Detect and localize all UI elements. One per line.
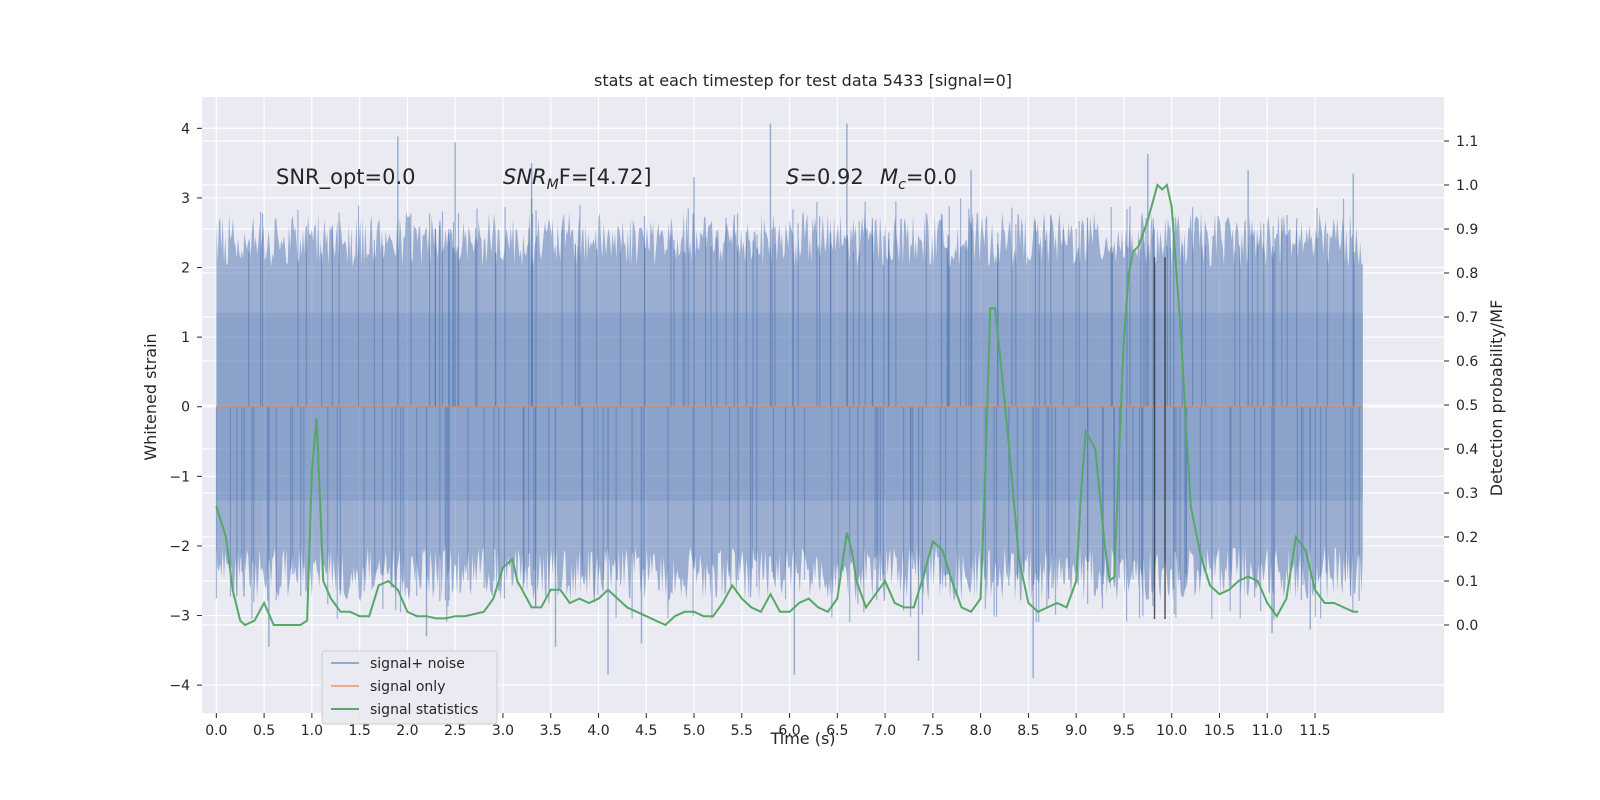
x-tick-label: 1.5 (349, 723, 371, 739)
legend-label-signal-noise: signal+ noise (370, 656, 465, 672)
y-axis-left-label: Whitened strain (141, 333, 160, 460)
y-right-tick-label: 0.9 (1456, 222, 1478, 238)
x-tick-label: 5.0 (683, 723, 705, 739)
x-axis-label: Time (s) (769, 729, 835, 748)
y-right-tick-label: 0.0 (1456, 618, 1478, 634)
y-left-tick-label: −4 (169, 678, 190, 694)
annotation-snr-opt: SNR_opt=0.0 (276, 165, 416, 190)
y-right-tick-label: 0.8 (1456, 266, 1478, 282)
annotation-s: S=0.92 (786, 165, 864, 189)
x-tick-label: 4.5 (635, 723, 657, 739)
y-left-tick-label: −1 (169, 469, 190, 485)
y-right-tick-label: 0.5 (1456, 398, 1478, 414)
y-right-tick-label: 0.1 (1456, 574, 1478, 590)
y-right-tick-label: 0.4 (1456, 442, 1478, 458)
y-left-tick-label: −3 (169, 609, 190, 625)
chart-title: stats at each timestep for test data 543… (594, 71, 1012, 90)
x-tick-label: 7.5 (922, 723, 944, 739)
x-tick-label: 9.5 (1113, 723, 1135, 739)
x-tick-label: 6.0 (778, 723, 800, 739)
y-axis-right-ticks: 0.0 0.1 0.2 0.3 0.4 0.5 0.6 0.7 0.8 0.9 1.0 1.1 (1444, 134, 1478, 634)
x-tick-label: 4.0 (587, 723, 609, 739)
annotations: SNR_opt=0.0 SNRMF=[4.72] S=0.92 Mc=0.0 (276, 165, 957, 193)
annotation-s-var: S (786, 165, 799, 189)
y-right-tick-label: 0.3 (1456, 486, 1478, 502)
x-tick-label: 8.0 (970, 723, 992, 739)
x-tick-label: 10.5 (1204, 723, 1235, 739)
annotation-snr-mf-sub: M (547, 177, 559, 193)
x-tick-label: 11.5 (1299, 723, 1330, 739)
annotation-mc-var: M (880, 165, 898, 189)
x-tick-label: 0.5 (253, 723, 275, 739)
legend-label-signal-statistics: signal statistics (370, 702, 478, 718)
detection-markers (1153, 257, 1166, 620)
y-axis-left-ticks: −4 −3 −2 −1 0 1 2 3 4 (169, 121, 202, 694)
annotation-snr-mf-tail: F=[4.72] (559, 165, 652, 189)
x-tick-label: 1.0 (301, 723, 323, 739)
plot-layer (215, 123, 1363, 679)
series-signal-statistics (215, 183, 1358, 627)
y-right-tick-label: 0.7 (1456, 310, 1478, 326)
y-axis-right-label: Detection probability/MF (1487, 300, 1506, 497)
y-right-tick-label: 1.0 (1456, 178, 1478, 194)
x-tick-label: 6.5 (826, 723, 848, 739)
legend-label-signal-only: signal only (370, 679, 445, 695)
annotation-snr-mf: SNRMF=[4.72] (503, 165, 652, 193)
x-axis-ticks: 0.0 0.5 1.0 1.5 2.0 2.5 3.0 3.5 4.0 4.5 5.0 5.5 6.0 6… (205, 713, 1331, 739)
x-tick-label: 10.0 (1156, 723, 1187, 739)
y-left-tick-label: 2 (181, 261, 190, 277)
y-right-tick-label: 0.6 (1456, 354, 1478, 370)
annotation-mc-sub: c (898, 177, 906, 193)
y-right-tick-label: 0.2 (1456, 530, 1478, 546)
x-tick-label: 8.5 (1017, 723, 1039, 739)
x-tick-label: 7.0 (874, 723, 896, 739)
y-left-tick-label: 4 (181, 121, 190, 137)
legend: signal+ noise signal only signal statist… (321, 650, 498, 725)
x-tick-label: 9.0 (1065, 723, 1087, 739)
x-tick-label: 3.0 (492, 723, 514, 739)
y-left-tick-label: 3 (181, 191, 190, 207)
x-tick-label: 0.0 (205, 723, 227, 739)
legend-box (321, 650, 498, 725)
annotation-mc: Mc=0.0 (880, 165, 957, 193)
x-tick-label: 3.5 (540, 723, 562, 739)
x-tick-label: 11.0 (1252, 723, 1283, 739)
x-tick-label: 2.5 (444, 723, 466, 739)
y-left-tick-label: −2 (169, 539, 190, 555)
y-right-tick-label: 1.1 (1456, 134, 1478, 150)
y-left-tick-label: 1 (181, 330, 190, 346)
x-tick-label: 2.0 (396, 723, 418, 739)
y-left-tick-label: 0 (181, 400, 190, 416)
annotation-s-val: =0.92 (799, 165, 863, 189)
x-tick-label: 5.5 (731, 723, 753, 739)
annotation-snr-mf-main: SNR (503, 165, 547, 189)
annotation-mc-val: =0.0 (906, 165, 957, 189)
